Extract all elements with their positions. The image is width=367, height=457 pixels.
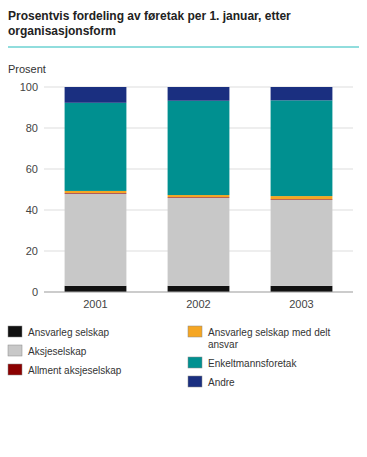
legend-label: Allment aksjeselskap bbox=[28, 365, 122, 376]
legend-swatch bbox=[8, 326, 22, 337]
grid bbox=[44, 87, 353, 292]
legend-swatch bbox=[188, 376, 202, 387]
title-rule bbox=[8, 47, 359, 48]
x-tick-label: 2002 bbox=[186, 298, 210, 310]
x-tick-label: 2001 bbox=[83, 298, 107, 310]
legend-swatch bbox=[188, 326, 202, 337]
bar-segment bbox=[271, 100, 333, 196]
bar-segment bbox=[168, 286, 230, 292]
bar-segment bbox=[65, 286, 127, 292]
y-tick-label: 0 bbox=[32, 286, 38, 298]
legend-label: Ansvarleg selskap med deltansvar bbox=[208, 327, 331, 350]
bar-segment bbox=[168, 198, 230, 286]
legend-label: Andre bbox=[208, 377, 235, 388]
bar-segment bbox=[168, 195, 230, 197]
title: Prosentvis fordeling av føretak per 1. j… bbox=[8, 9, 291, 38]
chart-container: Prosentvis fordeling av føretak per 1. j… bbox=[0, 0, 367, 457]
legend-swatch bbox=[188, 357, 202, 368]
chart: Prosentvis fordeling av føretak per 1. j… bbox=[0, 0, 367, 457]
bar-segment bbox=[271, 200, 333, 286]
background bbox=[0, 0, 367, 457]
y-axis-label: Prosent bbox=[8, 63, 46, 75]
bar-segment bbox=[65, 103, 127, 191]
legend-swatch bbox=[8, 345, 22, 356]
bar-segment bbox=[168, 87, 230, 101]
legend-label: Enkeltmannsforetak bbox=[208, 358, 297, 369]
x-tick-label: 2003 bbox=[289, 298, 313, 310]
x-axis-line bbox=[44, 292, 353, 293]
bar-segment bbox=[168, 101, 230, 195]
legend-label: Aksjeselskap bbox=[28, 346, 87, 357]
legend: Ansvarleg selskap Aksjeselskap Allment aks… bbox=[8, 326, 331, 388]
bars bbox=[65, 87, 333, 292]
y-tick-label: 100 bbox=[20, 81, 38, 93]
y-tick-label: 60 bbox=[26, 163, 38, 175]
legend-label: Ansvarleg selskap bbox=[28, 327, 110, 338]
y-tick-label: 40 bbox=[26, 204, 38, 216]
bar-segment bbox=[271, 196, 333, 199]
bar-segment bbox=[271, 87, 333, 100]
grid-line bbox=[44, 292, 353, 293]
y-tick-label: 80 bbox=[26, 122, 38, 134]
bar-segment bbox=[65, 194, 127, 286]
bar-segment bbox=[65, 87, 127, 103]
legend-swatch bbox=[8, 364, 22, 375]
bar-segment bbox=[271, 286, 333, 292]
bar-segment bbox=[65, 191, 127, 193]
y-tick-label: 20 bbox=[26, 245, 38, 257]
